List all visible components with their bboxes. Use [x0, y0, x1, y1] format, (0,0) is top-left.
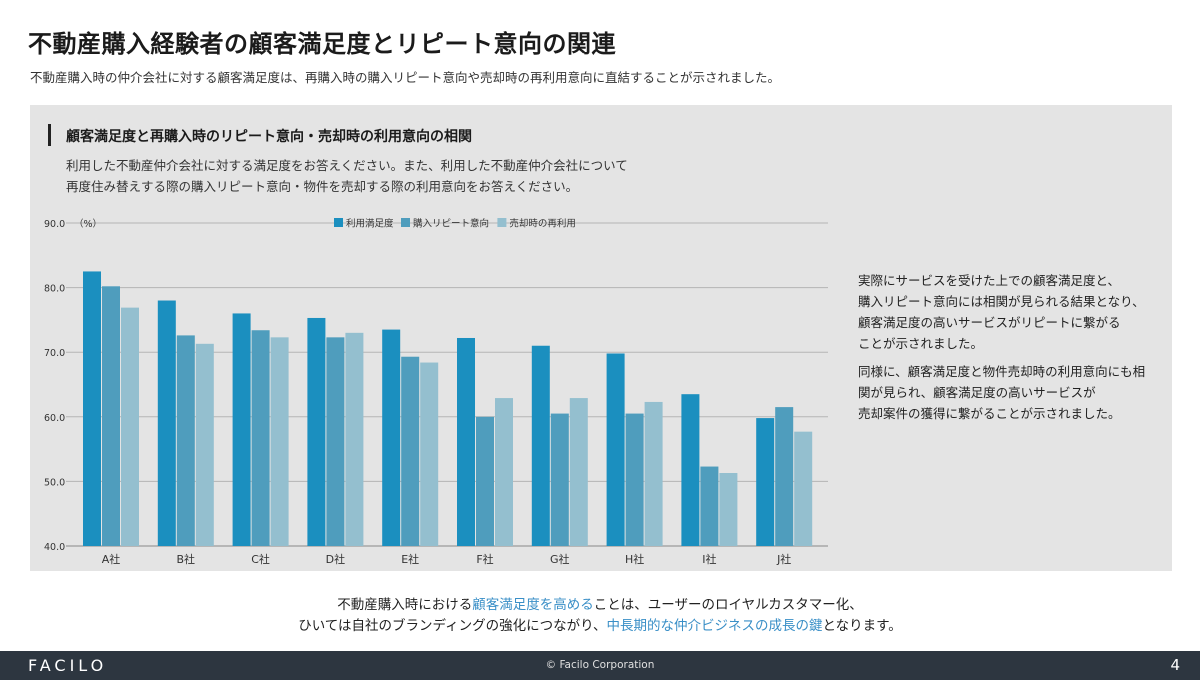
- note-paragraph-2: 同様に、顧客満足度と物件売却時の利用意向にも相 関が見られ、顧客満足度の高いサー…: [858, 361, 1145, 424]
- note-line: 顧客満足度の高いサービスがリピートに繋がる: [858, 315, 1121, 330]
- bar: [719, 473, 738, 546]
- y-tick-label: 70.0: [44, 348, 65, 359]
- footer-bar: FACILO © Facilo Corporation 4: [0, 651, 1200, 680]
- note-line: 購入リピート意向には相関が見られる結果となり、: [858, 294, 1145, 309]
- bar: [476, 416, 494, 546]
- legend-label: 利用満足度: [346, 218, 394, 230]
- bar: [326, 337, 345, 546]
- x-tick-label: F社: [476, 552, 493, 566]
- footer-copyright: © Facilo Corporation: [545, 659, 655, 671]
- y-tick-label: 90.0: [44, 219, 65, 230]
- bottom-message-line-2: ひいては自社のブランディングの強化につながり、中長期的な仲介ビジネスの成長の鍵と…: [0, 614, 1200, 634]
- bar: [495, 398, 513, 546]
- page-number: 4: [1170, 656, 1180, 674]
- panel-description-line-1: 利用した不動産仲介会社に対する満足度をお答えください。また、利用した不動産仲介会…: [66, 158, 628, 173]
- note-paragraph-1: 実際にサービスを受けた上での顧客満足度と、 購入リピート意向には相関が見られる結…: [858, 270, 1145, 354]
- x-tick-label: I社: [702, 552, 716, 566]
- x-tick-label: G社: [550, 552, 570, 566]
- bar: [625, 413, 644, 546]
- note-line: ことが示されました。: [858, 336, 984, 351]
- page-title: 不動産購入経験者の顧客満足度とリピート意向の関連: [28, 30, 616, 58]
- bottom-text: 不動産購入時における: [337, 597, 473, 613]
- y-tick-label: 40.0: [44, 542, 65, 553]
- bar: [270, 337, 289, 546]
- legend-label: 購入リピート意向: [413, 218, 489, 230]
- bar: [644, 401, 663, 546]
- chart-panel: [30, 105, 1172, 571]
- note-line: 関が見られ、顧客満足度の高いサービスが: [858, 385, 1096, 400]
- bar: [382, 329, 401, 546]
- legend-swatch: [497, 218, 507, 227]
- bottom-message-line-1: 不動産購入時における顧客満足度を高めることは、ユーザーのロイヤルカスタマー化、: [0, 593, 1200, 613]
- bar: [83, 271, 101, 546]
- note-line: 実際にサービスを受けた上での顧客満足度と、: [858, 273, 1121, 288]
- bottom-highlight: 中長期的な仲介ビジネスの成長の鍵: [606, 618, 823, 634]
- y-tick-label: 50.0: [44, 477, 65, 488]
- bar: [401, 356, 420, 546]
- x-tick-label: D社: [326, 552, 345, 566]
- bar: [681, 394, 700, 546]
- panel-description-line-2: 再度住み替えする際の購入リピート意向・物件を売却する際の利用意向をお答えください…: [66, 179, 579, 194]
- y-tick-label: 60.0: [44, 413, 65, 424]
- legend-swatch: [401, 218, 410, 227]
- x-tick-label: B社: [177, 552, 196, 566]
- bar: [121, 307, 139, 546]
- facilo-logo: FACILO: [28, 656, 108, 675]
- bottom-highlight: 顧客満足度を高める: [472, 597, 594, 613]
- bar: [457, 337, 475, 546]
- y-tick-label: 80.0: [44, 284, 65, 295]
- bar: [700, 466, 719, 546]
- bottom-text: となります。: [822, 618, 902, 634]
- bar: [569, 398, 588, 546]
- bar: [756, 418, 775, 546]
- bar: [157, 300, 176, 546]
- bar: [176, 335, 195, 546]
- bar: [195, 343, 214, 546]
- bar: [251, 330, 270, 546]
- bar: [232, 313, 251, 546]
- x-tick-label: H社: [625, 552, 644, 566]
- bar: [606, 353, 625, 546]
- bar: [345, 332, 364, 546]
- bar: [794, 431, 813, 546]
- bottom-text: ひいては自社のブランディングの強化につながり、: [298, 618, 607, 634]
- bar: [307, 317, 326, 546]
- bar: [550, 413, 569, 546]
- y-axis-unit-label: （%）: [74, 218, 102, 230]
- bottom-text: ことは、ユーザーのロイヤルカスタマー化、: [593, 597, 863, 613]
- note-line: 同様に、顧客満足度と物件売却時の利用意向にも相: [858, 364, 1146, 379]
- note-line: 売却案件の獲得に繋がることが示されました。: [858, 406, 1121, 421]
- x-tick-label: E社: [401, 552, 419, 566]
- x-tick-label: A社: [102, 552, 121, 566]
- page-subtitle: 不動産購入時の仲介会社に対する顧客満足度は、再購入時の購入リピート意向や売却時の…: [30, 70, 781, 85]
- x-tick-label: C社: [251, 552, 270, 566]
- panel-title: 顧客満足度と再購入時のリピート意向・売却時の利用意向の相関: [66, 129, 472, 145]
- x-tick-label: J社: [776, 552, 791, 566]
- bar: [531, 345, 550, 546]
- bar: [420, 362, 439, 546]
- panel-title-accent: [48, 124, 51, 146]
- legend-swatch: [334, 218, 343, 227]
- legend-label: 売却時の再利用: [509, 218, 576, 230]
- bar: [775, 407, 794, 546]
- bar: [102, 286, 120, 546]
- panel-description: 利用した不動産仲介会社に対する満足度をお答えください。また、利用した不動産仲介会…: [66, 155, 628, 197]
